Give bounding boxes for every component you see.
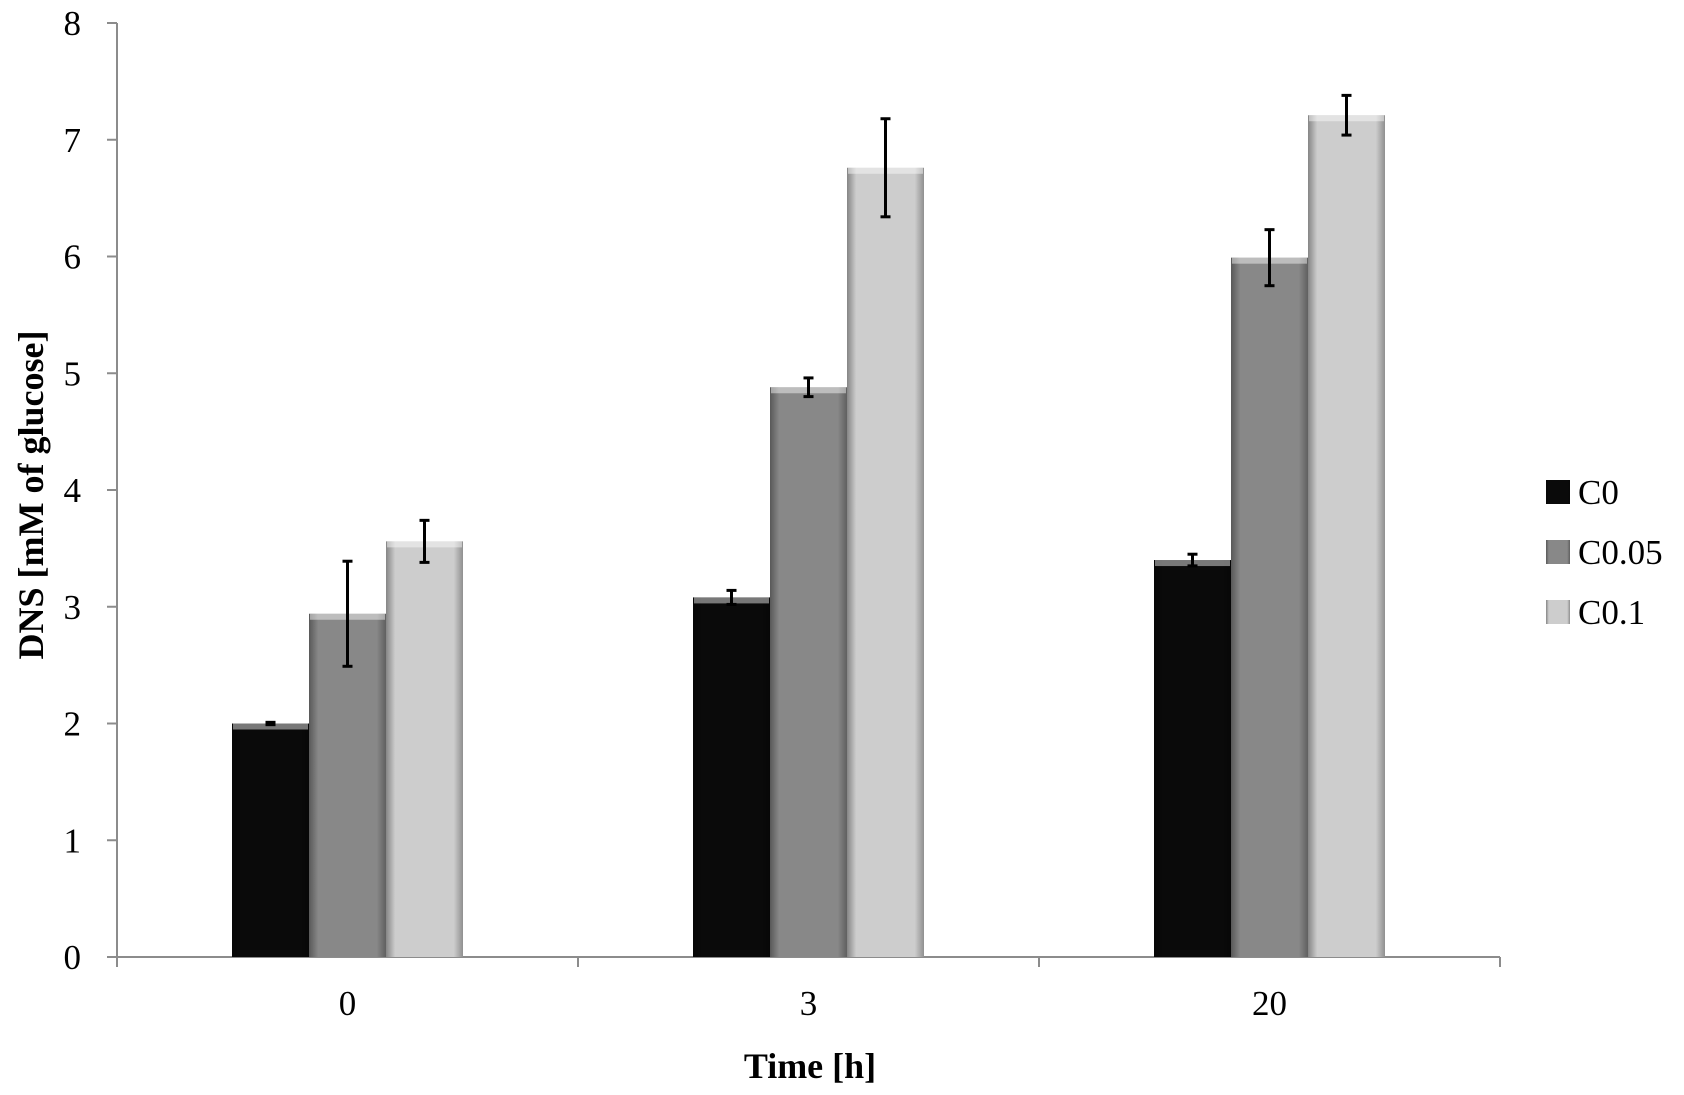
legend-swatch-shading [1546,480,1570,504]
legend-label-c0-05: C0.05 [1578,533,1663,572]
legend-swatch-shading [1546,540,1570,564]
y-tick-label: 8 [64,4,82,43]
bar-shading [1231,257,1308,958]
legend-label-c0: C0 [1578,473,1619,512]
y-tick-label: 0 [64,938,82,977]
y-tick-label: 2 [64,705,82,744]
bar-shading [309,613,386,957]
x-axis-title: Time [h] [744,1046,876,1086]
legend: C0 C0.05 C0.1 [1546,473,1663,632]
error-bars [265,93,1352,727]
x-axis: 0 3 20 [116,956,1501,1023]
y-tick-label: 1 [64,821,82,860]
bar-shading [232,723,309,957]
y-tick-label: 4 [64,471,82,510]
y-tick-label: 6 [64,238,82,277]
y-axis-title: DNS [mM of glucose] [11,331,51,660]
bar-shading [847,167,924,957]
legend-swatch-shading [1546,600,1570,624]
y-tick-label: 5 [64,354,82,393]
bar-top-highlight [233,723,308,730]
legend-label-c0-1: C0.1 [1578,593,1645,632]
bars [232,115,1385,958]
x-tick-label: 3 [800,984,818,1023]
y-tick-label: 3 [64,588,82,627]
bar-shading [1154,560,1231,957]
bar-shading [1308,115,1385,958]
y-axis: 0 1 2 3 4 5 6 7 8 [64,4,118,977]
y-tick-label: 7 [64,121,82,160]
bar-shading [386,541,463,957]
x-tick-label: 20 [1252,984,1287,1023]
bar-shading [693,597,770,957]
x-tick-label: 0 [339,984,357,1023]
bar-shading [770,387,847,957]
